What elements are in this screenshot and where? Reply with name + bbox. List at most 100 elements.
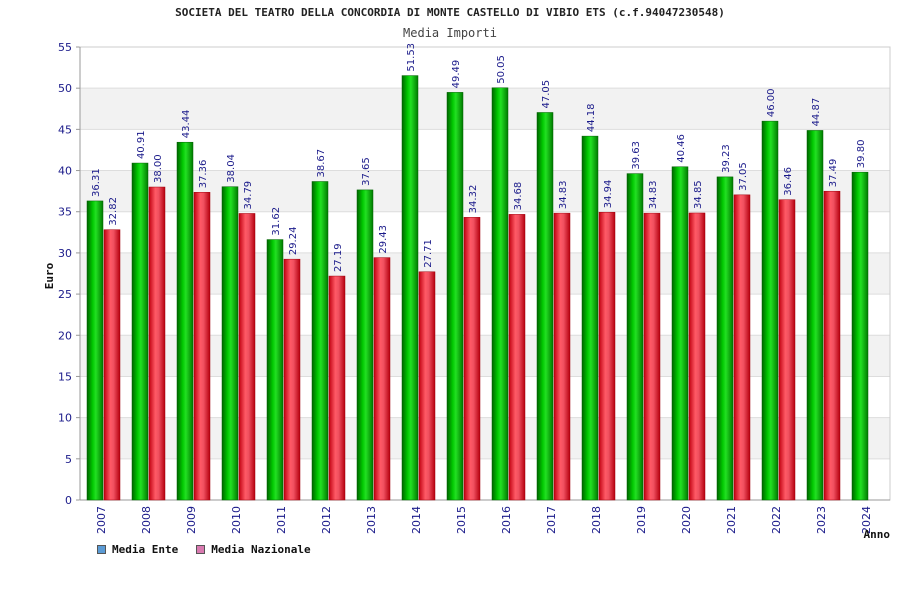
bar-media-nazionale bbox=[103, 229, 121, 501]
bar-media-ente bbox=[626, 173, 644, 501]
grid-band bbox=[80, 88, 890, 130]
bar-media-nazionale bbox=[733, 194, 751, 501]
bar-media-nazionale bbox=[373, 257, 391, 501]
bar-media-ente bbox=[401, 75, 419, 501]
value-label-media-nazionale: 32.82 bbox=[108, 197, 119, 226]
value-label-media-ente: 38.67 bbox=[316, 149, 327, 178]
value-label-media-nazionale: 34.85 bbox=[693, 180, 704, 209]
x-tick-label: 2010 bbox=[230, 506, 243, 534]
value-label-media-ente: 40.46 bbox=[676, 134, 687, 163]
legend-swatch-media-nazionale bbox=[196, 545, 206, 554]
value-label-media-ente: 37.65 bbox=[361, 157, 372, 186]
bar-media-ente bbox=[761, 120, 779, 501]
x-axis-label: Anno bbox=[864, 528, 891, 541]
value-label-media-nazionale: 36.46 bbox=[783, 167, 794, 196]
value-label-media-nazionale: 37.49 bbox=[828, 159, 839, 188]
y-tick-label: 0 bbox=[65, 494, 72, 507]
x-tick-label: 2022 bbox=[770, 506, 783, 534]
x-tick-label: 2024 bbox=[860, 506, 873, 534]
value-label-media-nazionale: 27.19 bbox=[333, 243, 344, 272]
bar-media-nazionale bbox=[463, 217, 481, 501]
legend-label-media-nazionale: Media Nazionale bbox=[211, 543, 311, 556]
y-axis-label: Euro bbox=[43, 262, 56, 289]
value-label-media-ente: 43.44 bbox=[181, 110, 192, 139]
bar-media-ente bbox=[671, 166, 689, 501]
value-label-media-nazionale: 37.36 bbox=[198, 160, 209, 189]
bar-media-ente bbox=[446, 92, 464, 501]
x-tick-label: 2019 bbox=[635, 506, 648, 534]
bar-media-ente bbox=[851, 171, 869, 501]
value-label-media-ente: 31.62 bbox=[271, 207, 282, 236]
bar-media-nazionale bbox=[598, 211, 616, 501]
y-tick-label: 20 bbox=[58, 329, 72, 342]
value-label-media-nazionale: 38.00 bbox=[153, 154, 164, 183]
x-tick-label: 2008 bbox=[140, 506, 153, 534]
value-label-media-ente: 51.53 bbox=[406, 43, 417, 72]
legend-item-media-nazionale: Media Nazionale bbox=[196, 543, 311, 556]
value-label-media-ente: 39.63 bbox=[631, 141, 642, 170]
x-tick-label: 2023 bbox=[815, 506, 828, 534]
value-label-media-nazionale: 27.71 bbox=[423, 239, 434, 268]
bar-media-ente bbox=[86, 200, 104, 501]
bar-media-nazionale bbox=[283, 258, 301, 501]
value-label-media-nazionale: 34.83 bbox=[558, 180, 569, 209]
y-tick-label: 35 bbox=[58, 206, 72, 219]
value-label-media-nazionale: 29.43 bbox=[378, 225, 389, 254]
bar-media-ente bbox=[356, 189, 374, 501]
value-label-media-nazionale: 34.79 bbox=[243, 181, 254, 210]
bar-media-ente bbox=[266, 239, 284, 501]
x-tick-label: 2021 bbox=[725, 506, 738, 534]
bars bbox=[86, 75, 869, 501]
bar-media-nazionale bbox=[778, 199, 796, 501]
value-label-media-ente: 50.05 bbox=[496, 55, 507, 84]
y-tick-label: 50 bbox=[58, 82, 72, 95]
value-label-media-nazionale: 34.94 bbox=[603, 180, 614, 209]
value-label-media-ente: 44.87 bbox=[811, 98, 822, 127]
bar-media-nazionale bbox=[688, 212, 706, 501]
y-tick-label: 55 bbox=[58, 41, 72, 54]
legend: Media Ente Media Nazionale bbox=[97, 543, 311, 556]
grid-band bbox=[80, 252, 890, 295]
bar-media-ente bbox=[491, 87, 509, 501]
bar-media-nazionale bbox=[553, 212, 571, 501]
x-tick-label: 2018 bbox=[590, 506, 603, 534]
bar-media-ente bbox=[311, 181, 329, 501]
legend-swatch-media-ente bbox=[97, 545, 106, 554]
bar-media-nazionale bbox=[328, 275, 346, 501]
y-tick-label: 15 bbox=[58, 370, 72, 383]
y-tick-label: 45 bbox=[58, 123, 72, 136]
value-label-media-ente: 44.18 bbox=[586, 103, 597, 132]
bar-media-nazionale bbox=[193, 192, 211, 501]
value-label-media-ente: 39.80 bbox=[856, 140, 867, 169]
chart-title: SOCIETA DEL TEATRO DELLA CONCORDIA DI MO… bbox=[175, 6, 725, 19]
x-tick-label: 2012 bbox=[320, 506, 333, 534]
y-tick-label: 10 bbox=[58, 412, 72, 425]
value-label-media-nazionale: 34.68 bbox=[513, 182, 524, 211]
y-tick-labels: 0 5 10 15 20 25 30 35 40 45 50 55 bbox=[58, 41, 72, 507]
value-label-media-nazionale: 34.32 bbox=[468, 185, 479, 214]
bar-media-ente bbox=[536, 112, 554, 501]
bar-media-nazionale bbox=[418, 271, 436, 501]
value-label-media-ente: 36.31 bbox=[91, 168, 102, 197]
x-tick-label: 2013 bbox=[365, 506, 378, 534]
y-tick-label: 30 bbox=[58, 247, 72, 260]
bar-media-ente bbox=[806, 130, 824, 501]
axes bbox=[76, 46, 891, 501]
grid-band bbox=[80, 335, 890, 377]
bar-media-nazionale bbox=[238, 213, 256, 501]
value-label-media-nazionale: 37.05 bbox=[738, 162, 749, 191]
bar-media-nazionale bbox=[148, 186, 166, 501]
grid-band bbox=[80, 417, 890, 459]
y-tick-label: 25 bbox=[58, 288, 72, 301]
x-tick-label: 2015 bbox=[455, 506, 468, 534]
bar-media-ente bbox=[581, 135, 599, 501]
bar-media-nazionale bbox=[643, 212, 661, 501]
x-tick-label: 2011 bbox=[275, 506, 288, 534]
bar-media-ente bbox=[131, 162, 149, 501]
x-tick-labels: 2007 2008 2009 2010 2011 2012 2013 2014 2015 2016… bbox=[95, 506, 873, 534]
y-tick-label: 5 bbox=[65, 453, 72, 466]
x-tick-label: 2009 bbox=[185, 506, 198, 534]
value-label-media-ente: 47.05 bbox=[541, 80, 552, 109]
bar-media-ente bbox=[221, 186, 239, 501]
